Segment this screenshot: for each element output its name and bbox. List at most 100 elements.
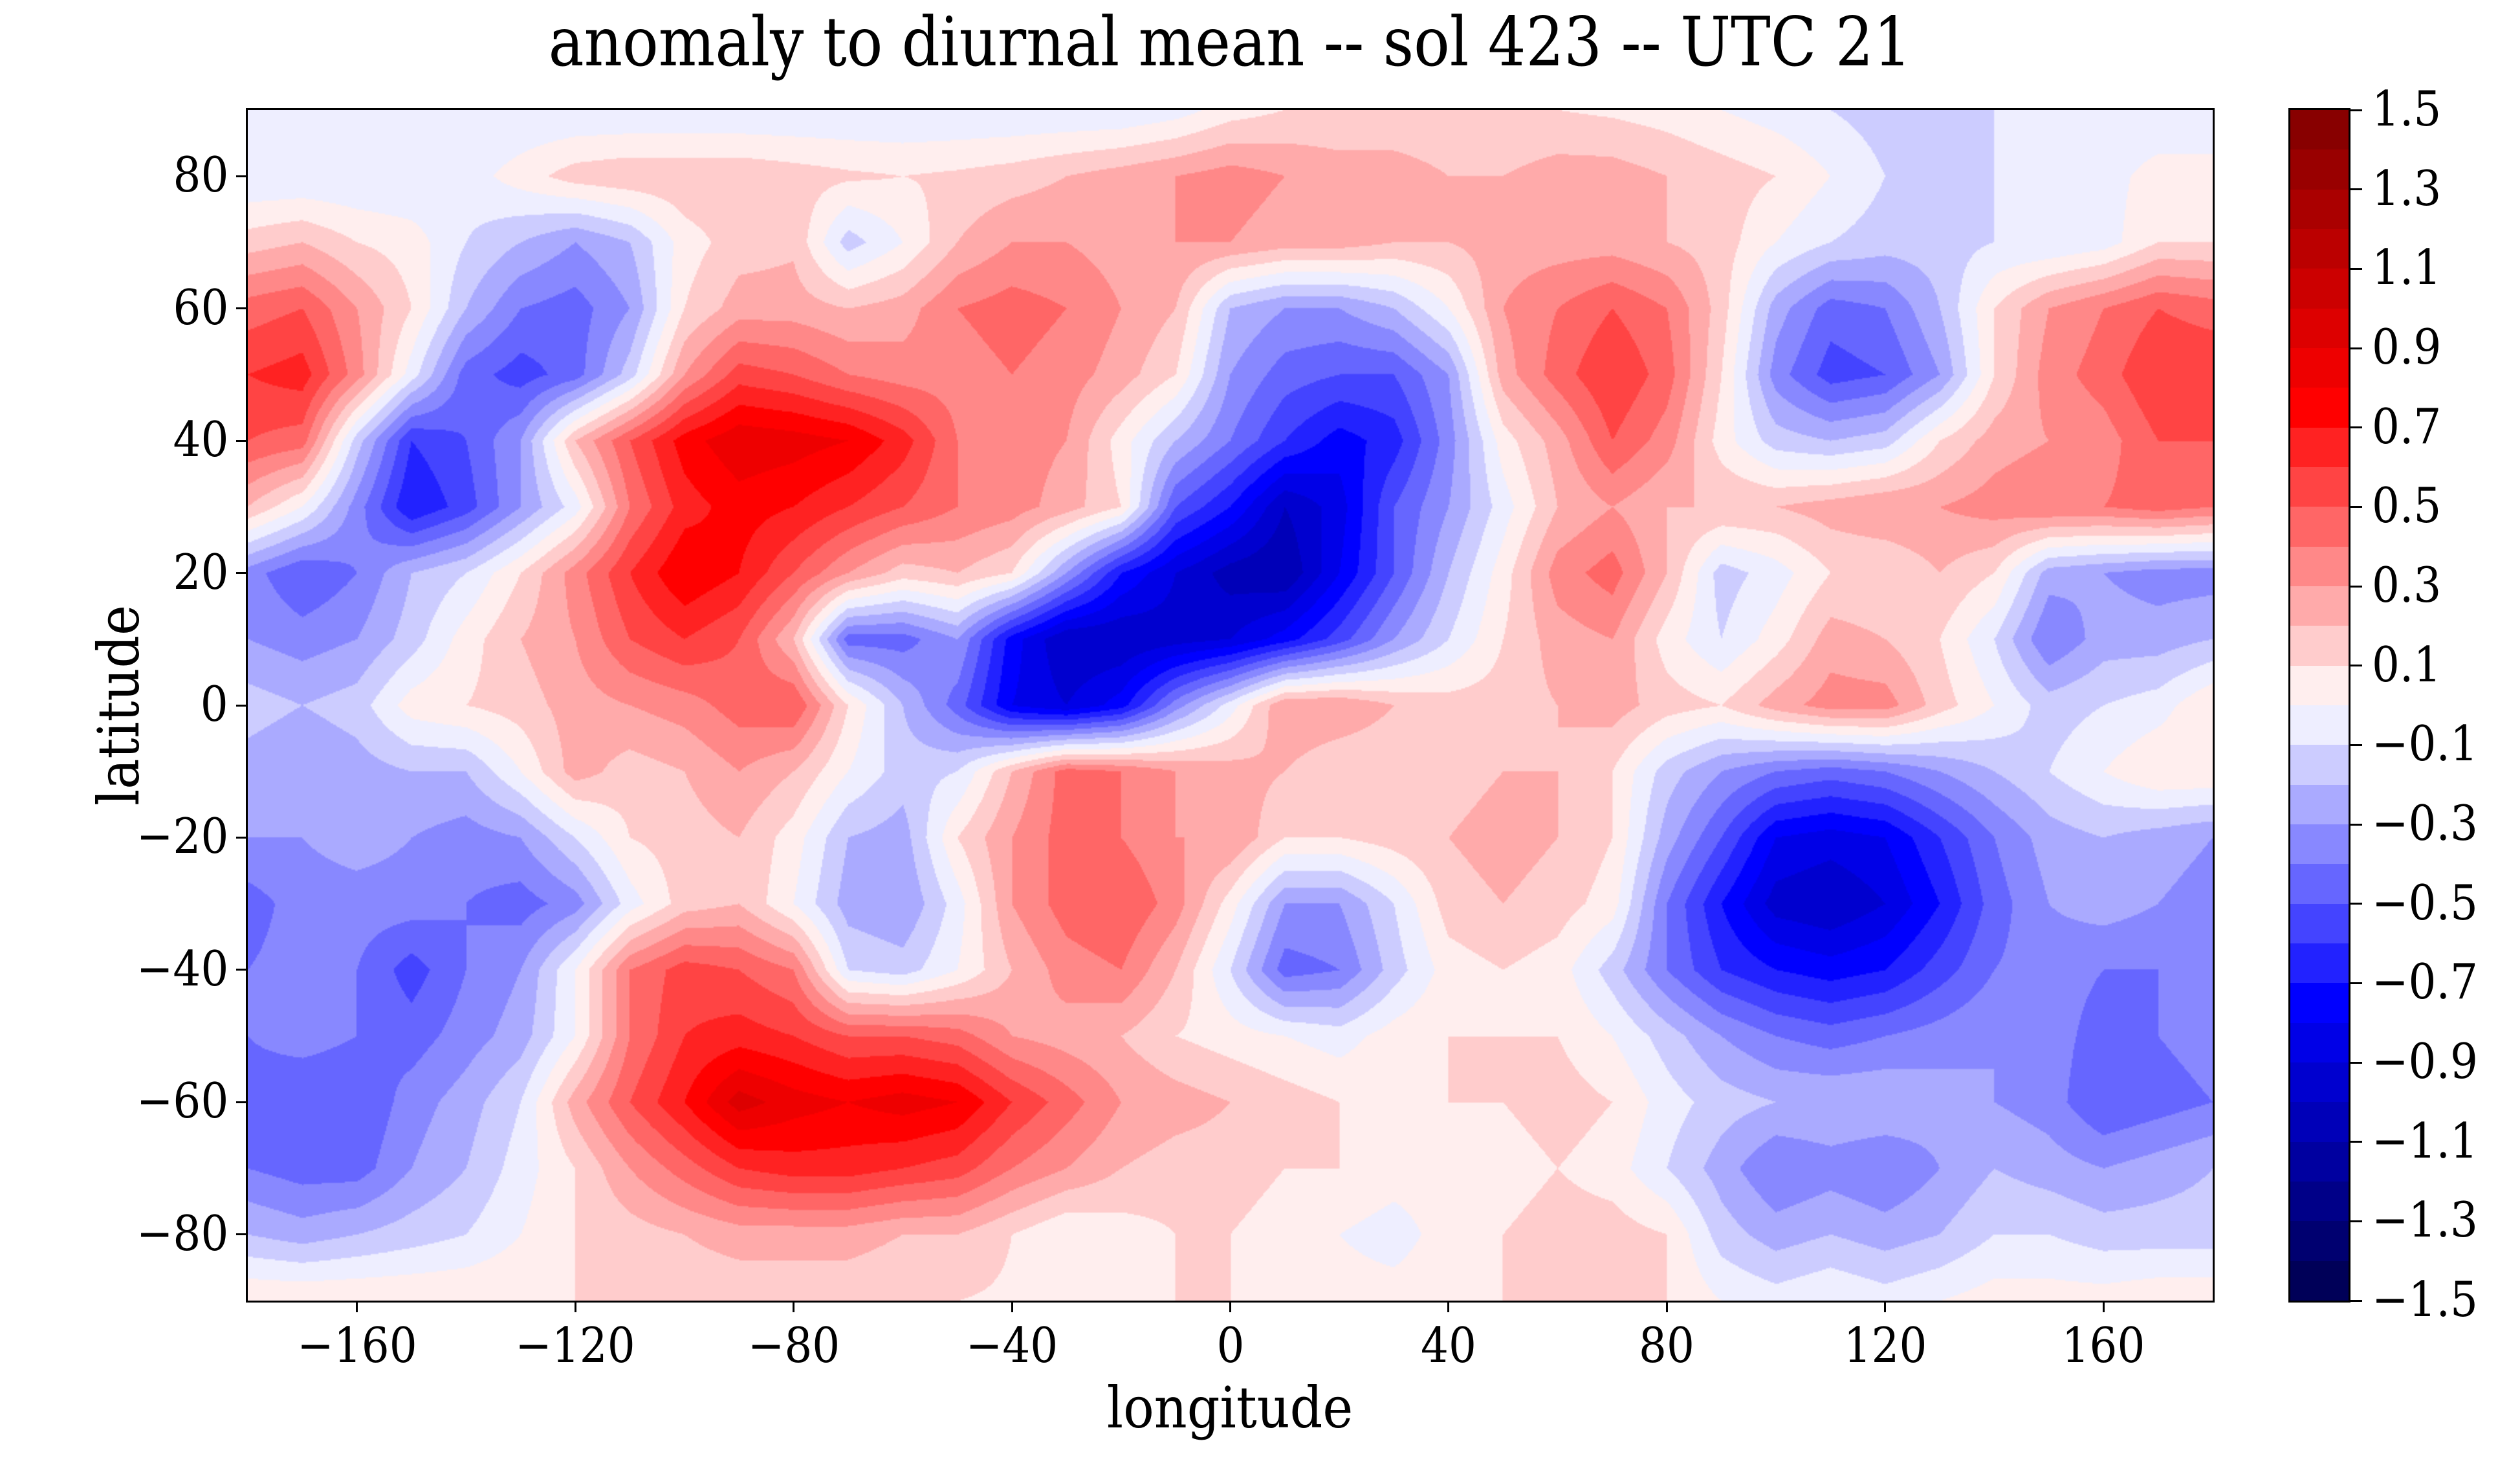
colorbar bbox=[2288, 108, 2350, 1303]
colorbar-tick-label: 1.1 bbox=[2372, 239, 2442, 296]
colorbar-band bbox=[2290, 943, 2349, 984]
colorbar-band bbox=[2290, 1062, 2349, 1103]
colorbar-band bbox=[2290, 1221, 2349, 1261]
plot-title: anomaly to diurnal mean -- sol 423 -- UT… bbox=[548, 3, 1912, 82]
x-tick bbox=[1011, 1301, 1013, 1312]
colorbar-tick-label: −1.1 bbox=[2372, 1112, 2478, 1169]
colorbar-tick bbox=[2350, 347, 2362, 349]
colorbar-band bbox=[2290, 903, 2349, 943]
y-tick bbox=[236, 704, 248, 707]
y-tick bbox=[236, 175, 248, 177]
colorbar-band bbox=[2290, 347, 2349, 388]
colorbar-tick bbox=[2350, 426, 2362, 429]
colorbar-tick-label: −0.3 bbox=[2372, 795, 2478, 852]
colorbar-band bbox=[2290, 983, 2349, 1023]
colorbar-tick bbox=[2350, 982, 2362, 984]
x-tick bbox=[1665, 1301, 1668, 1312]
x-tick-label: 160 bbox=[2061, 1317, 2145, 1374]
y-tick-label: 20 bbox=[173, 543, 228, 600]
colorbar-band bbox=[2290, 228, 2349, 269]
colorbar-band bbox=[2290, 1022, 2349, 1062]
colorbar-tick-label: 0.9 bbox=[2372, 318, 2442, 375]
colorbar-band bbox=[2290, 586, 2349, 626]
x-tick-label: −40 bbox=[965, 1317, 1058, 1374]
y-tick-label: 0 bbox=[201, 676, 228, 732]
colorbar-tick-label: −0.5 bbox=[2372, 874, 2478, 931]
colorbar-band bbox=[2290, 1102, 2349, 1142]
y-tick bbox=[236, 1233, 248, 1236]
colorbar-band bbox=[2290, 1260, 2349, 1301]
colorbar-band bbox=[2290, 269, 2349, 309]
y-tick bbox=[236, 572, 248, 575]
colorbar-tick bbox=[2350, 109, 2362, 111]
y-tick-label: −20 bbox=[136, 808, 228, 865]
colorbar-tick bbox=[2350, 665, 2362, 667]
colorbar-band bbox=[2290, 546, 2349, 586]
colorbar-band bbox=[2290, 1181, 2349, 1222]
x-tick bbox=[793, 1301, 795, 1312]
x-tick bbox=[1447, 1301, 1450, 1312]
y-tick-label: 40 bbox=[173, 411, 228, 468]
y-tick bbox=[236, 307, 248, 310]
y-axis-label: latitude bbox=[85, 604, 152, 806]
x-axis-label: longitude bbox=[1106, 1374, 1353, 1441]
colorbar-tick bbox=[2350, 267, 2362, 270]
colorbar-tick bbox=[2350, 743, 2362, 746]
y-tick bbox=[236, 969, 248, 971]
colorbar-band bbox=[2290, 149, 2349, 190]
colorbar-tick bbox=[2350, 903, 2362, 905]
colorbar-tick bbox=[2350, 1220, 2362, 1222]
y-tick bbox=[236, 1101, 248, 1103]
contour-canvas bbox=[248, 110, 2213, 1301]
x-tick-label: −160 bbox=[297, 1317, 417, 1374]
colorbar-tick-label: 0.7 bbox=[2372, 397, 2442, 455]
colorbar-band bbox=[2290, 388, 2349, 428]
colorbar-band bbox=[2290, 705, 2349, 745]
colorbar-tick bbox=[2350, 505, 2362, 508]
colorbar-band bbox=[2290, 864, 2349, 904]
x-tick-label: 0 bbox=[1216, 1317, 1244, 1374]
colorbar-tick-label: −1.3 bbox=[2372, 1191, 2478, 1249]
colorbar-band bbox=[2290, 427, 2349, 467]
colorbar-tick-label: 0.1 bbox=[2372, 635, 2442, 693]
colorbar-band bbox=[2290, 110, 2349, 150]
x-tick-label: −120 bbox=[515, 1317, 635, 1374]
colorbar-tick-label: 0.3 bbox=[2372, 556, 2442, 613]
y-tick-label: 80 bbox=[173, 146, 228, 204]
x-tick bbox=[2102, 1301, 2105, 1312]
colorbar-band bbox=[2290, 665, 2349, 705]
y-tick-label: −60 bbox=[136, 1072, 228, 1130]
x-tick-label: 80 bbox=[1639, 1317, 1695, 1374]
x-tick-label: 40 bbox=[1420, 1317, 1476, 1374]
colorbar-band bbox=[2290, 824, 2349, 864]
x-tick bbox=[1884, 1301, 1887, 1312]
colorbar-band bbox=[2290, 507, 2349, 547]
colorbar-band bbox=[2290, 308, 2349, 348]
colorbar-tick bbox=[2350, 188, 2362, 191]
y-tick bbox=[236, 439, 248, 442]
colorbar-band bbox=[2290, 189, 2349, 229]
colorbar-tick-label: 0.5 bbox=[2372, 477, 2442, 534]
colorbar-tick bbox=[2350, 1299, 2362, 1302]
colorbar-band bbox=[2290, 784, 2349, 824]
y-tick-label: −80 bbox=[136, 1204, 228, 1262]
y-tick-label: −40 bbox=[136, 940, 228, 997]
x-tick bbox=[356, 1301, 358, 1312]
colorbar-tick-label: 1.5 bbox=[2372, 80, 2442, 137]
colorbar-tick bbox=[2350, 585, 2362, 588]
colorbar-tick-label: −0.9 bbox=[2372, 1033, 2478, 1090]
x-tick-label: −80 bbox=[747, 1317, 840, 1374]
colorbar-tick-label: 1.3 bbox=[2372, 159, 2442, 217]
x-tick bbox=[1229, 1301, 1231, 1312]
colorbar-tick bbox=[2350, 823, 2362, 826]
y-tick bbox=[236, 836, 248, 839]
colorbar-band bbox=[2290, 1141, 2349, 1182]
colorbar-tick bbox=[2350, 1061, 2362, 1064]
colorbar-tick-label: −1.5 bbox=[2372, 1271, 2478, 1328]
colorbar-tick-label: −0.1 bbox=[2372, 715, 2478, 773]
x-tick bbox=[574, 1301, 576, 1312]
y-tick-label: 60 bbox=[173, 278, 228, 336]
colorbar-tick-label: −0.7 bbox=[2372, 953, 2478, 1011]
x-tick-label: 120 bbox=[1843, 1317, 1927, 1374]
